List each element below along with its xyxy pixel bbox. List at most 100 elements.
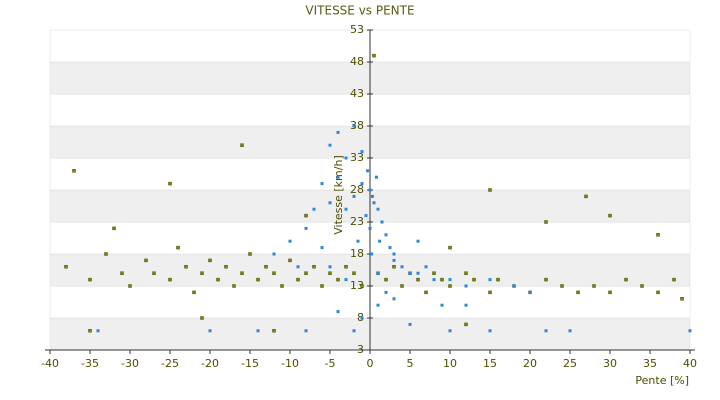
scatter-point (384, 290, 388, 294)
x-tick-label: -25 (161, 357, 179, 370)
scatter-point (264, 265, 268, 269)
scatter-point (688, 329, 692, 333)
scatter-point (320, 246, 324, 250)
scatter-point (328, 271, 332, 275)
y-tick-label: 23 (350, 215, 364, 228)
y-tick-label: 43 (350, 87, 364, 100)
scatter-point (372, 53, 376, 58)
scatter-point (344, 265, 348, 269)
scatter-point (336, 310, 340, 314)
x-tick-label: 25 (563, 357, 577, 370)
chart-title: VITESSE vs PENTE (305, 4, 414, 18)
scatter-point (384, 277, 388, 282)
scatter-point (320, 182, 324, 186)
scatter-point (488, 290, 492, 295)
scatter-point (448, 284, 452, 288)
scatter-point (392, 297, 396, 301)
scatter-point (368, 226, 372, 230)
scatter-point (656, 233, 660, 237)
scatter-point (168, 277, 172, 282)
scatter-point (336, 175, 340, 179)
scatter-point (184, 265, 188, 269)
scatter-point (464, 284, 468, 288)
scatter-point (440, 303, 444, 307)
scatter-point (304, 271, 308, 275)
y-tick-label: 38 (350, 119, 364, 132)
scatter-point (88, 277, 92, 282)
y-tick-label: 28 (350, 183, 364, 196)
scatter-point (380, 220, 384, 224)
scatter-point (272, 252, 276, 256)
scatter-point (400, 284, 404, 288)
scatter-point (656, 290, 660, 295)
scatter-point (440, 277, 444, 282)
scatter-point (296, 265, 300, 269)
scatter-point (272, 271, 276, 275)
x-tick-label: 10 (443, 357, 457, 370)
scatter-point (464, 322, 468, 327)
scatter-point (144, 258, 148, 263)
scatter-point (64, 265, 68, 269)
y-tick-label: 18 (350, 247, 364, 260)
scatter-point (280, 284, 284, 288)
scatter-point (448, 278, 452, 282)
scatter-point (560, 284, 564, 288)
scatter-point (312, 207, 316, 211)
x-tick-label: 30 (603, 357, 617, 370)
scatter-point (104, 252, 108, 256)
scatter-point (352, 124, 356, 128)
scatter-point (376, 303, 380, 307)
y-axis-label: Vitesse [km/h] (332, 155, 345, 235)
scatter-point (432, 278, 436, 282)
scatter-point (224, 265, 228, 269)
scatter-point (608, 213, 612, 218)
y-tick-label: 13 (350, 279, 364, 292)
x-tick-label: -30 (121, 357, 139, 370)
scatter-point (360, 150, 364, 154)
scatter-point (344, 278, 348, 282)
x-tick-label: 20 (523, 357, 537, 370)
scatter-point (512, 284, 516, 288)
scatter-point (544, 329, 548, 333)
scatter-point (392, 258, 396, 262)
scatter-point (364, 214, 368, 218)
x-tick-label: -35 (81, 357, 99, 370)
scatter-point (352, 329, 356, 333)
scatter-point (360, 284, 364, 288)
scatter-point (216, 277, 220, 282)
x-tick-label: -15 (241, 357, 259, 370)
x-tick-label: 5 (407, 357, 414, 370)
scatter-point (232, 284, 236, 288)
scatter-point (200, 271, 204, 275)
scatter-point (488, 188, 492, 192)
scatter-point (496, 277, 500, 282)
x-axis-label: Pente [%] (635, 374, 689, 387)
scatter-point (152, 271, 156, 275)
scatter-point (192, 290, 196, 295)
scatter-point (336, 277, 340, 282)
scatter-point (128, 284, 132, 288)
scatter-point (376, 271, 380, 275)
scatter-point (400, 265, 404, 269)
x-tick-label: -40 (41, 357, 59, 370)
scatter-point (208, 258, 212, 263)
x-tick-label: -5 (325, 357, 336, 370)
scatter-point (168, 181, 172, 186)
scatter-point (240, 143, 244, 147)
scatter-point (256, 277, 260, 282)
x-tick-label: -10 (281, 357, 299, 370)
x-tick-label: -20 (201, 357, 219, 370)
scatter-point (376, 207, 380, 211)
scatter-point (544, 220, 548, 224)
scatter-point (372, 201, 376, 205)
scatter-point (352, 194, 356, 198)
scatter-point (388, 246, 392, 250)
scatter-point (378, 239, 382, 243)
scatter-point (72, 169, 76, 173)
scatter-point (608, 290, 612, 295)
scatter-point (408, 271, 412, 275)
scatter-point (592, 284, 596, 288)
scatter-point (528, 290, 532, 294)
scatter-point (392, 265, 396, 269)
